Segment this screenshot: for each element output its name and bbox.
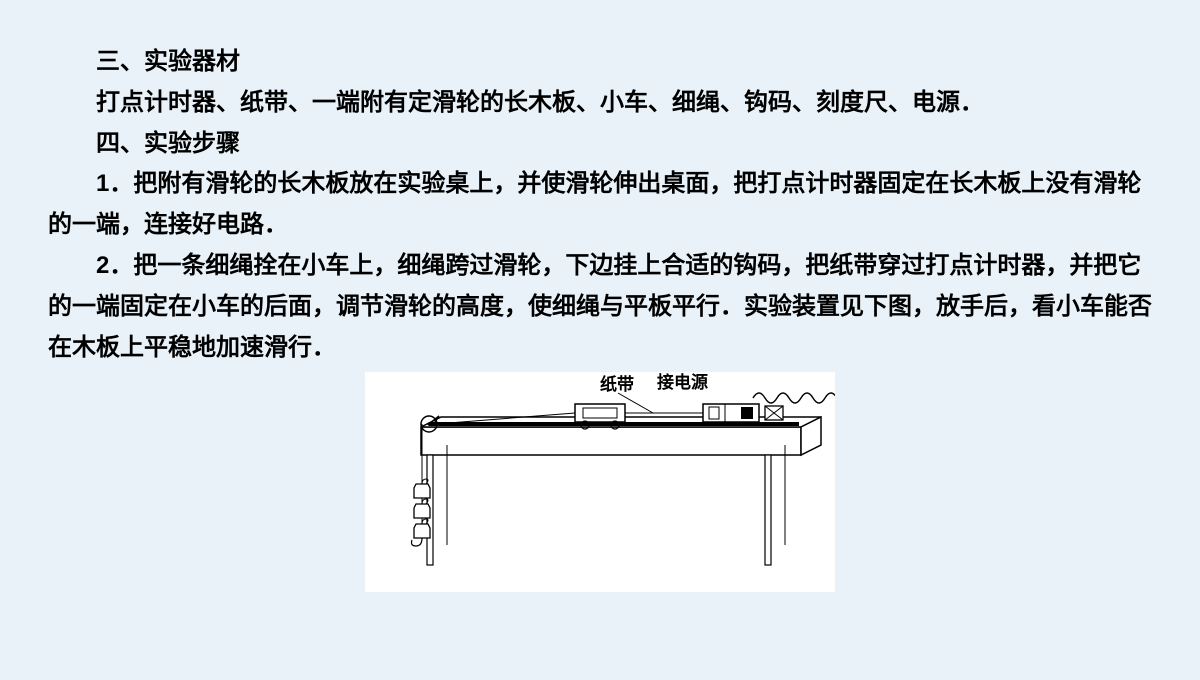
slide-body: 三、实验器材 打点计时器、纸带、一端附有定滑轮的长木板、小车、细绳、钩码、刻度尺…	[0, 0, 1200, 592]
section-3-title: 三、实验器材	[48, 42, 1152, 83]
section-3-body: 打点计时器、纸带、一端附有定滑轮的长木板、小车、细绳、钩码、刻度尺、电源．	[48, 83, 1152, 124]
apparatus-figure: 纸带 接电源	[48, 372, 1152, 592]
section-4-title: 四、实验步骤	[48, 124, 1152, 165]
apparatus-diagram: 纸带 接电源	[365, 372, 835, 592]
svg-text:纸带: 纸带	[600, 374, 634, 394]
step-1: 1．把附有滑轮的长木板放在实验桌上，并使滑轮伸出桌面，把打点计时器固定在长木板上…	[48, 164, 1152, 246]
step-2: 2．把一条细绳拴在小车上，细绳跨过滑轮，下边挂上合适的钩码，把纸带穿过打点计时器…	[48, 246, 1152, 368]
svg-text:接电源: 接电源	[657, 372, 708, 392]
